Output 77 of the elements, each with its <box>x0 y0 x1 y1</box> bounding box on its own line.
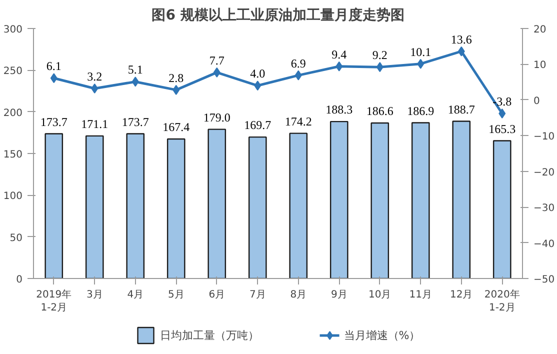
x-tick-label: 2020年 1-2月 <box>484 288 520 314</box>
data-label: 6.9 <box>290 56 306 70</box>
data-label: 13.6 <box>450 32 472 46</box>
y-tick-label: 100 <box>3 191 23 202</box>
x-tick-label: 12月 <box>450 290 473 300</box>
y2-tick-label: −40 <box>534 238 555 250</box>
y-tick-label: 250 <box>3 66 23 78</box>
point <box>498 108 506 118</box>
bar <box>248 136 267 278</box>
point <box>417 58 424 69</box>
point <box>91 84 98 94</box>
point <box>294 70 302 80</box>
data-label: 9.2 <box>372 48 388 62</box>
data-label: 4.0 <box>250 66 266 81</box>
point <box>132 76 139 87</box>
y2-tick-label: −30 <box>534 203 555 214</box>
point <box>213 67 220 78</box>
x-tick-label: 6月 <box>208 290 226 300</box>
point <box>458 46 465 56</box>
point <box>172 84 180 95</box>
data-label: 3.2 <box>87 70 102 84</box>
y-tick-label: 300 <box>3 24 23 36</box>
data-label: 2.8 <box>168 70 184 85</box>
x-tick-label: 10月 <box>368 290 392 300</box>
data-label: 174.2 <box>284 114 312 128</box>
bar <box>44 133 64 278</box>
data-label: 9.4 <box>332 47 347 62</box>
y-tick-label: 0 <box>16 274 23 286</box>
y-tick-label: 50 <box>10 232 23 244</box>
legend-label: 当月增速（%） <box>344 328 420 342</box>
data-label: 173.7 <box>40 114 68 129</box>
y2-tick-label: 0 <box>534 96 540 107</box>
x-tick-label: 5月 <box>168 290 184 300</box>
point <box>336 61 343 72</box>
x-tick-label: 7月 <box>249 290 266 300</box>
y-tick-label: 150 <box>3 150 23 160</box>
data-label: 7.7 <box>209 53 224 68</box>
bar <box>208 128 226 278</box>
y2-tick-label: 20 <box>534 24 546 36</box>
x-tick-label: 3月 <box>86 290 103 300</box>
x-tick-label: 4月 <box>127 290 144 300</box>
data-label: 6.1 <box>46 59 62 74</box>
x-tick-label: 9月 <box>330 290 348 300</box>
y2-tick-label: −20 <box>534 167 555 178</box>
bar <box>370 122 390 278</box>
data-label: 169.7 <box>244 118 272 132</box>
y2-tick-label: −50 <box>534 274 555 286</box>
chart-title: 图6 规模以上工业原油加工量月度走势图 <box>152 6 404 24</box>
data-label: 188.3 <box>326 102 353 117</box>
bar <box>126 133 145 278</box>
x-tick-label: 8月 <box>290 290 307 300</box>
point <box>376 62 384 72</box>
data-label: 10.1 <box>410 44 432 59</box>
x-tick-label: 2019年 1-2月 <box>36 288 72 314</box>
bar <box>452 120 471 278</box>
y2-tick-label: 10 <box>534 60 546 72</box>
data-label: 186.6 <box>366 104 394 118</box>
bar <box>166 138 186 278</box>
data-label: 173.7 <box>122 114 149 129</box>
data-label: 165.3 <box>488 122 516 136</box>
data-label: 186.9 <box>407 104 434 118</box>
point <box>50 73 58 84</box>
bar <box>85 135 104 278</box>
legend-label: 日均加工量（万吨） <box>160 328 259 342</box>
y2-tick-label: −10 <box>534 132 555 143</box>
y-tick-label: 200 <box>3 108 23 119</box>
bar <box>411 122 430 278</box>
data-label: 188.7 <box>448 102 475 116</box>
data-label: 167.4 <box>162 120 190 134</box>
point <box>254 80 262 91</box>
bar <box>330 120 348 278</box>
bar <box>492 140 512 278</box>
x-tick-label: 11月 <box>409 290 432 300</box>
data-label: 179.0 <box>203 110 230 124</box>
bar <box>289 132 308 278</box>
data-label: 171.1 <box>81 116 108 131</box>
data-label: 5.1 <box>128 62 143 77</box>
